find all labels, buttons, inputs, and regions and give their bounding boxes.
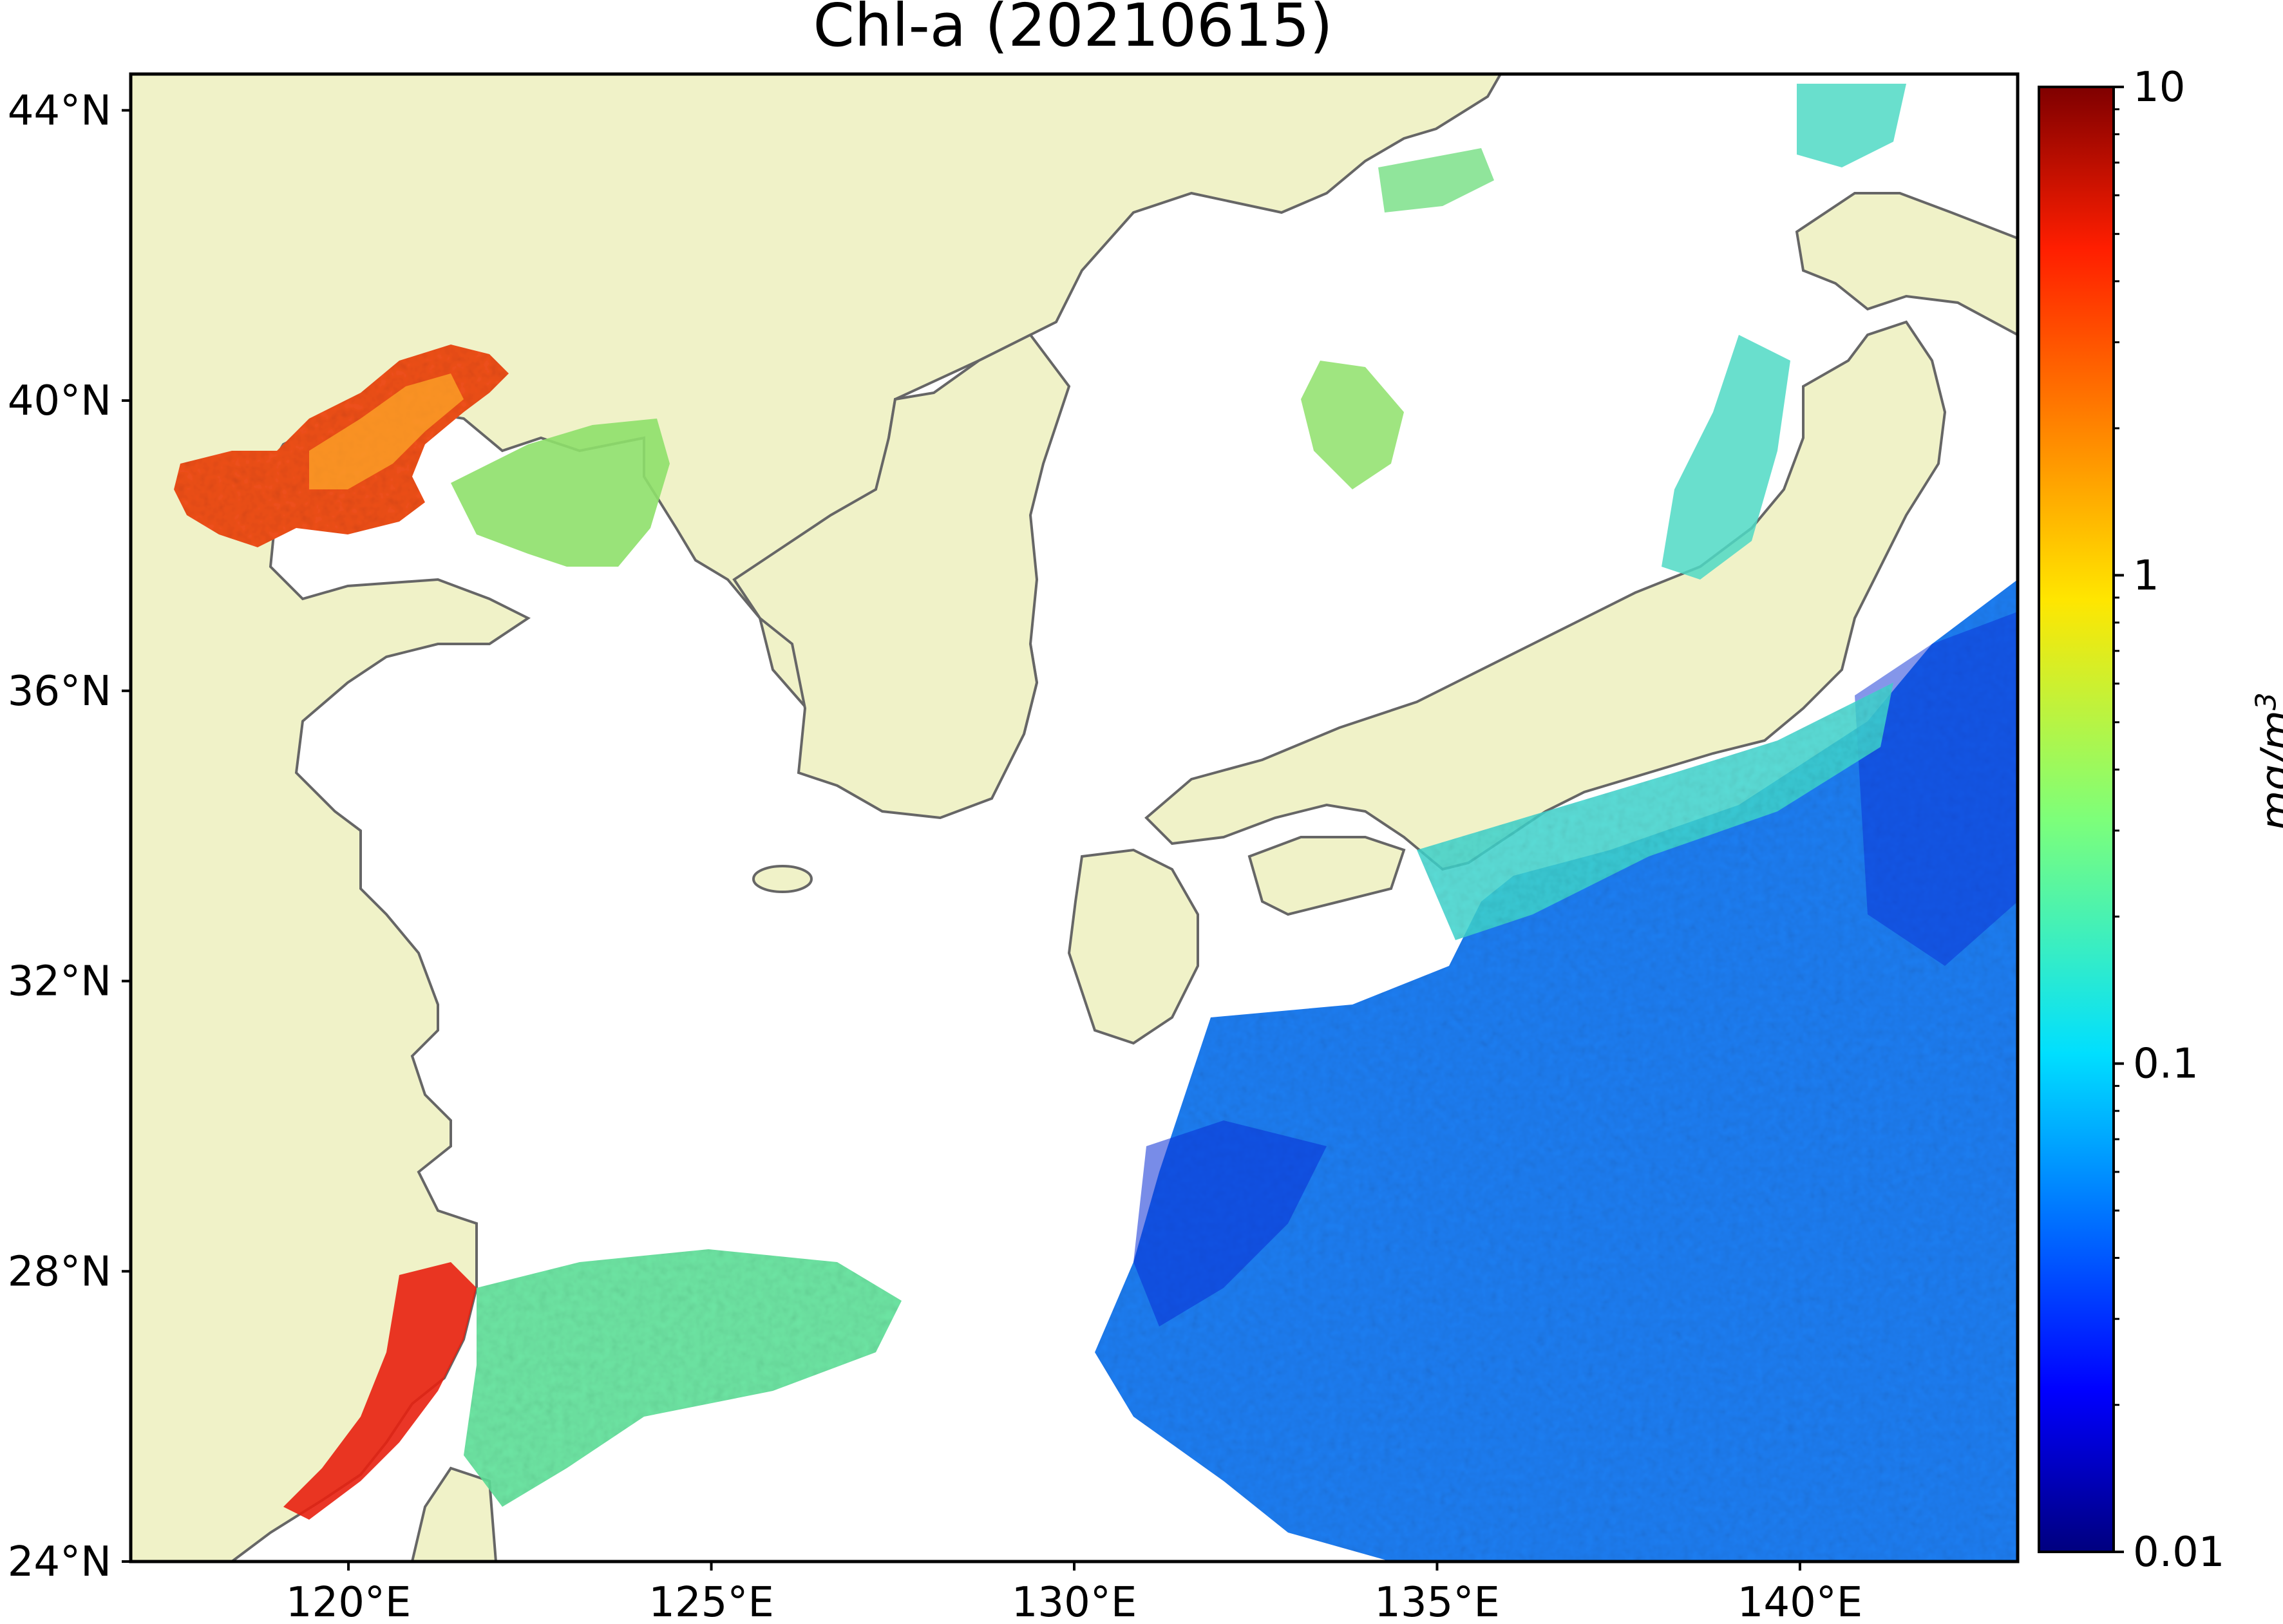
map-title: Chl-a (20210615) [813, 0, 1333, 60]
colorbar [2038, 86, 2115, 1553]
lon-tick-label: 125°E [649, 1579, 774, 1624]
colorbar-unit-label: mg/m3 [2250, 692, 2283, 831]
lat-tick-label: 28°N [8, 1248, 111, 1296]
lat-tick-label: 32°N [8, 958, 111, 1006]
lon-tick-label: 135°E [1374, 1579, 1500, 1624]
lat-tick-label: 44°N [8, 87, 111, 135]
lat-tick-label: 24°N [8, 1538, 111, 1586]
lon-tick-label: 130°E [1012, 1579, 1137, 1624]
pacific-chl-blue [1095, 580, 2018, 1562]
colorbar-tick-label: 0.1 [2133, 1041, 2199, 1088]
japan-sea-chl-cyan [1662, 335, 1790, 580]
primorye-chl [1378, 148, 1494, 212]
latitude-axis: 44°N 40°N 36°N 32°N 28°N 24°N [8, 87, 131, 1586]
lat-tick-label: 36°N [8, 668, 111, 715]
longitude-axis: 120°E 125°E 130°E 135°E 140°E [286, 1562, 1862, 1624]
lon-tick-label: 140°E [1738, 1579, 1863, 1624]
east-china-sea-chl [464, 1249, 902, 1507]
colorbar-tick-label: 10 [2133, 64, 2185, 111]
lat-tick-label: 40°N [8, 377, 111, 425]
colorbar-tick-label: 1 [2133, 552, 2159, 600]
land-korea [732, 333, 1071, 820]
bohai-bay-chl-yellow [309, 373, 464, 489]
japan-sea-chl-green [1301, 361, 1404, 489]
land-shikoku [1247, 836, 1406, 916]
lon-tick-label: 120°E [286, 1579, 412, 1624]
colorbar-axis: 10 1 0.1 0.01 [2114, 64, 2225, 1576]
pacific-chl-deepblue-2 [1855, 612, 2018, 966]
okhotsk-chl [1797, 84, 1906, 167]
colorbar-tick-label: 0.01 [2133, 1529, 2225, 1576]
land-hokkaido [1795, 192, 2018, 337]
map-area [131, 74, 2018, 1562]
land-jeju [752, 865, 813, 893]
land-kyushu [1067, 848, 1199, 1045]
bohai-strait-chl [451, 419, 670, 567]
kuroshio-chl-cyan [1417, 683, 1893, 940]
coastal-chl-red [283, 1262, 477, 1520]
pacific-chl-deepblue [1133, 1120, 1327, 1327]
